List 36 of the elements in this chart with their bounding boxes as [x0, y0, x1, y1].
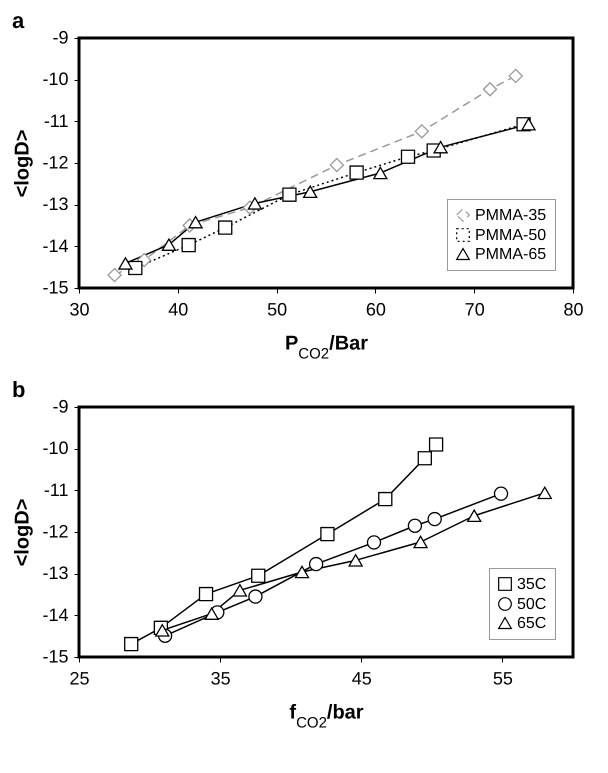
y-tick-label: -12	[42, 152, 68, 172]
x-tick-label: 55	[492, 668, 513, 688]
x-tick-label: 45	[352, 668, 372, 688]
x-tick-label: 25	[69, 668, 90, 688]
y-tick-label: -13	[42, 194, 68, 214]
y-tick-label: -9	[52, 28, 68, 48]
x-tick-label: 40	[168, 300, 188, 320]
y-tick-label: -11	[44, 110, 68, 131]
y-tick-label: -14	[42, 604, 68, 625]
x-tick-label: 80	[563, 300, 584, 320]
y-tick-label: -13	[42, 563, 68, 584]
y-tick-label: -11	[44, 480, 68, 500]
legend-label: PMMA-50	[475, 227, 546, 244]
x-axis-title: f$_{CO2}$/bar	[289, 702, 364, 731]
y-tick-label: -12	[42, 522, 68, 542]
x-tick-label: 30	[69, 300, 90, 320]
legend-label: 50C	[517, 596, 546, 613]
legend-label: 65C	[517, 615, 546, 632]
legend-label: PMMA-65	[475, 246, 546, 263]
y-tick-label: -15	[42, 278, 68, 298]
x-tick-label: 35	[210, 668, 231, 688]
x-tick-label: 60	[366, 300, 386, 320]
x-tick-label: 50	[267, 300, 288, 320]
chart-title: b	[12, 377, 26, 402]
y-tick-label: -14	[42, 236, 68, 256]
legend-label: PMMA-35	[475, 207, 546, 224]
y-tick-label: -9	[52, 396, 68, 416]
x-tick-label: 70	[464, 300, 485, 320]
y-tick-label: -10	[42, 438, 68, 458]
y-axis-title: <logD>	[11, 130, 34, 198]
y-tick-label: -15	[42, 646, 68, 666]
legend-label: 35C	[517, 576, 546, 593]
y-axis-title: <logD>	[11, 498, 34, 566]
y-tick-label: -10	[42, 69, 68, 90]
x-axis-title: P$_{CO2}$/Bar	[284, 332, 368, 362]
chart-title: a	[12, 8, 25, 33]
